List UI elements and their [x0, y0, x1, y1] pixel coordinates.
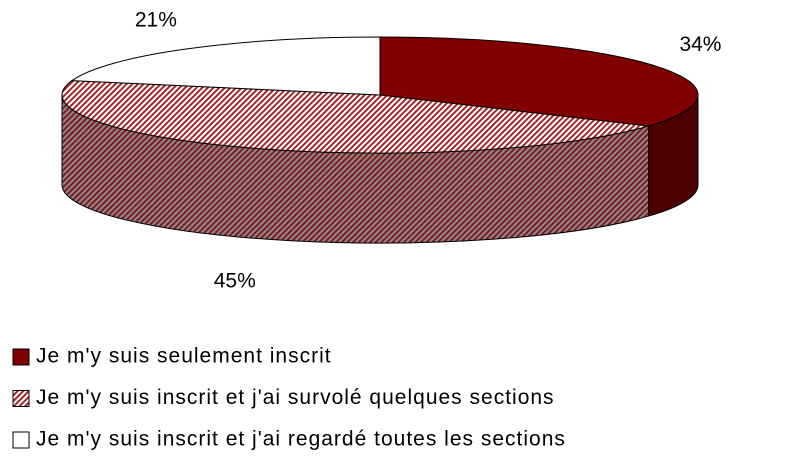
legend-text: Je m'y suis inscrit et j'ai survolé quel…: [36, 386, 555, 409]
data-label: 34%: [679, 33, 721, 56]
legend-swatch: [12, 431, 30, 449]
data-label: 45%: [214, 269, 256, 292]
data-label: 21%: [135, 9, 177, 32]
slice: [61, 80, 649, 154]
legend-swatch: [12, 390, 30, 407]
legend-text: Je m'y suis seulement inscrit: [36, 345, 332, 368]
legend-swatch: [12, 348, 30, 366]
legend-text: Je m'y suis inscrit et j'ai regardé tout…: [36, 428, 566, 451]
slice: [70, 36, 381, 96]
